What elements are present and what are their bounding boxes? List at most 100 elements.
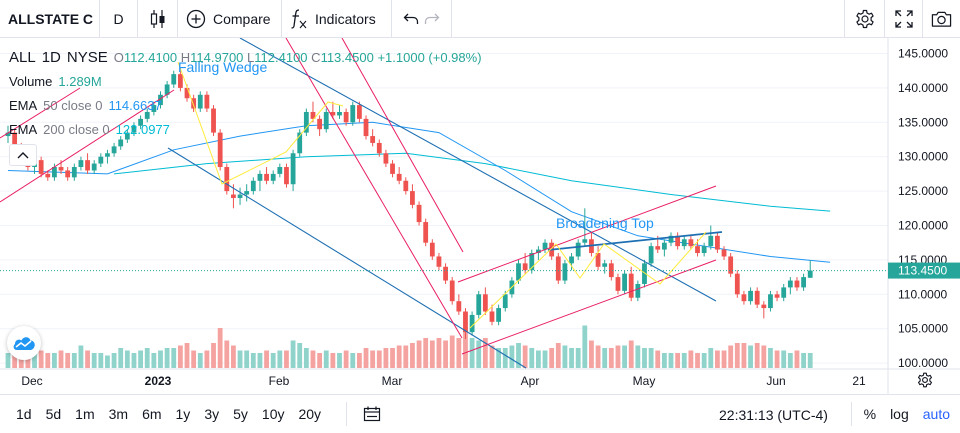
snapshot-button[interactable] bbox=[922, 0, 960, 38]
fullscreen-button[interactable] bbox=[884, 0, 922, 38]
range-20y[interactable]: 20y bbox=[298, 406, 322, 422]
volume-bar bbox=[390, 348, 395, 368]
range-1m[interactable]: 1m bbox=[75, 406, 95, 422]
symbol-search[interactable]: ALLSTATE C bbox=[0, 0, 100, 37]
candle-body bbox=[277, 167, 283, 174]
candle-body bbox=[91, 163, 97, 171]
volume-bar bbox=[71, 353, 77, 368]
time-axis-label: 2023 bbox=[145, 374, 172, 388]
candle-body bbox=[105, 153, 110, 157]
chart-type-button[interactable] bbox=[138, 0, 178, 37]
volume-bar bbox=[177, 345, 183, 368]
legend-ema200-row[interactable]: EMA 200 close 0 122.0977 bbox=[9, 118, 482, 142]
volume-bar bbox=[111, 353, 117, 368]
gear-icon bbox=[917, 372, 933, 388]
volume-bar bbox=[695, 353, 700, 368]
range-1d[interactable]: 1d bbox=[16, 406, 32, 422]
interval-selector[interactable]: D bbox=[100, 0, 138, 37]
volume-bar bbox=[423, 338, 429, 368]
candle-body bbox=[502, 294, 508, 309]
range-3m[interactable]: 3m bbox=[108, 406, 129, 422]
candle-body bbox=[85, 160, 90, 171]
candle-body bbox=[303, 111, 309, 133]
range-10y[interactable]: 10y bbox=[261, 406, 285, 422]
axis-settings-button[interactable] bbox=[914, 369, 936, 391]
volume-bar bbox=[184, 343, 190, 368]
fullscreen-icon bbox=[894, 10, 913, 28]
ohlc-high-label: H bbox=[180, 50, 191, 65]
indicators-button[interactable]: Indicators bbox=[282, 0, 392, 37]
volume-bar bbox=[655, 350, 661, 368]
volume-bar bbox=[376, 350, 382, 368]
ohlc-low-label: L bbox=[247, 50, 255, 65]
volume-bar bbox=[668, 353, 674, 368]
range-3y[interactable]: 3y bbox=[204, 406, 220, 422]
candle-body bbox=[383, 153, 389, 164]
log-scale-toggle[interactable]: log bbox=[890, 406, 909, 422]
range-1y[interactable]: 1y bbox=[175, 406, 191, 422]
settings-button[interactable] bbox=[844, 0, 884, 38]
redo-icon[interactable] bbox=[424, 12, 440, 26]
range-6m[interactable]: 6m bbox=[142, 406, 162, 422]
goto-date-button[interactable] bbox=[346, 402, 381, 426]
volume-bar bbox=[98, 353, 104, 368]
candle-body bbox=[728, 256, 734, 274]
volume-bar bbox=[58, 350, 64, 368]
indicators-label: Indicators bbox=[315, 10, 376, 27]
timezone-clock[interactable]: 22:31:13 (UTC-4) bbox=[719, 407, 828, 423]
volume-bar bbox=[284, 350, 289, 368]
legend-ema50-row[interactable]: EMA 50 close 0 114.6637 bbox=[9, 94, 482, 118]
volume-bar bbox=[370, 350, 376, 368]
candle-body bbox=[449, 280, 455, 302]
legend-volume-row[interactable]: Volume 1.289M bbox=[9, 70, 482, 94]
candle-body bbox=[489, 311, 495, 322]
candle-body bbox=[350, 105, 356, 123]
percent-scale-toggle[interactable]: % bbox=[863, 406, 877, 422]
candle-body bbox=[231, 194, 236, 198]
volume-bar bbox=[91, 353, 97, 368]
tradingview-logo[interactable] bbox=[7, 326, 41, 360]
volume-bar bbox=[741, 343, 747, 368]
volume-bar bbox=[5, 353, 11, 368]
volume-bar bbox=[323, 350, 329, 368]
ema200-value: 122.0977 bbox=[115, 122, 170, 137]
range-5d[interactable]: 5d bbox=[45, 406, 62, 422]
volume-bar bbox=[715, 350, 720, 368]
compare-button[interactable]: Compare bbox=[178, 0, 282, 37]
candle-body bbox=[721, 249, 727, 257]
price-axis-label: 120.0000 bbox=[898, 219, 948, 233]
candle-body bbox=[250, 180, 256, 192]
candle-body bbox=[496, 308, 502, 322]
candle-body bbox=[748, 290, 753, 302]
volume-bar bbox=[463, 330, 468, 368]
volume-bar bbox=[675, 353, 681, 368]
undo-icon[interactable] bbox=[403, 12, 419, 26]
range-5y[interactable]: 5y bbox=[233, 406, 248, 422]
candle-body bbox=[5, 132, 11, 137]
time-axis-label: Jun bbox=[766, 374, 785, 388]
falling-wedge-label: Falling Wedge bbox=[178, 59, 267, 75]
price-axis: 145.0000 140.0000 135.0000 130.0000 125.0000… bbox=[898, 47, 948, 371]
price-axis-label: 110.0000 bbox=[898, 287, 947, 301]
ohlc-high-value: 114.9700 bbox=[190, 50, 244, 65]
plus-circle-icon bbox=[186, 9, 206, 28]
candle-body bbox=[217, 132, 223, 168]
volume-bar bbox=[337, 353, 342, 368]
candle-body bbox=[151, 105, 157, 112]
candle-body bbox=[443, 266, 448, 281]
candle-body bbox=[224, 167, 230, 192]
calendar-icon bbox=[363, 406, 381, 422]
candle-body bbox=[522, 263, 528, 271]
legend-collapse-button[interactable] bbox=[9, 144, 37, 166]
channel-line-3 bbox=[0, 89, 175, 203]
volume-bar bbox=[595, 345, 601, 368]
volume-bar bbox=[250, 353, 256, 368]
candle-body bbox=[370, 136, 376, 143]
ohlc-change-value: +1.1000 (+0.98%) bbox=[377, 50, 482, 65]
candle-body bbox=[376, 142, 382, 154]
volume-bar bbox=[237, 350, 243, 368]
volume-bar bbox=[297, 343, 303, 368]
candle-body bbox=[270, 173, 276, 181]
auto-scale-toggle[interactable]: auto bbox=[922, 406, 950, 422]
chart-area[interactable]: Falling Wedge Broadening Top 145.0000 140… bbox=[0, 38, 960, 394]
